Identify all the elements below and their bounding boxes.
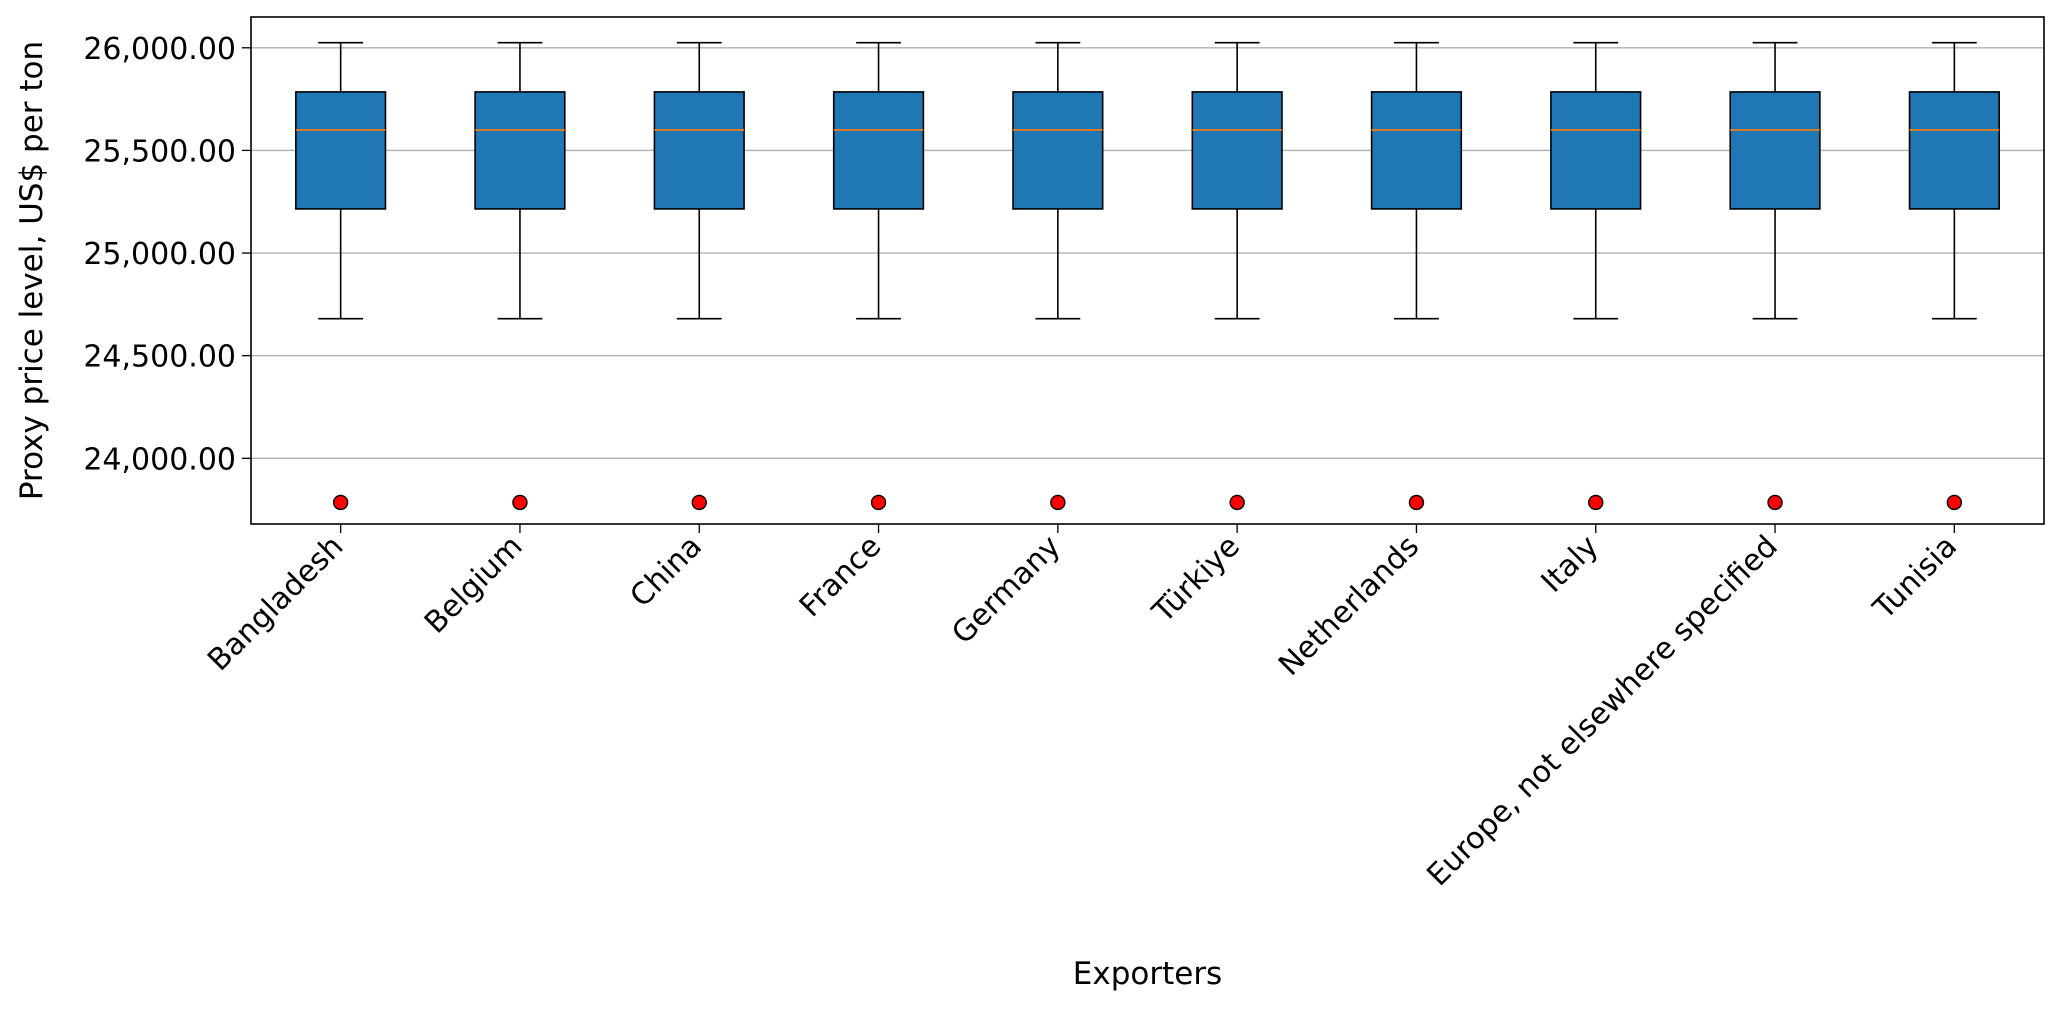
box-7: [1550, 41, 1642, 511]
box-1: [474, 41, 566, 511]
x-tick-label: Europe, not elsewhere specified: [1420, 529, 1784, 893]
y-axis-title: Proxy price level, US$ per ton: [14, 41, 50, 500]
x-tick-label: Tunisia: [1866, 529, 1964, 627]
x-tick-label: Belgium: [418, 529, 530, 641]
iqr-box: [474, 91, 566, 210]
y-tick-label: 24,500.00: [83, 340, 236, 375]
box-series: [295, 41, 2000, 511]
iqr-box: [1550, 91, 1642, 210]
iqr-box: [295, 91, 387, 210]
x-axis-title: Exporters: [1073, 956, 1222, 992]
x-tick-label: France: [793, 529, 888, 624]
y-tick-label: 24,000.00: [83, 442, 236, 477]
box-5: [1191, 41, 1283, 511]
x-tick-label: Türkiye: [1145, 529, 1246, 630]
x-axis-ticks: Bangladesh Belgium China France Germany Türki…: [201, 524, 1964, 893]
outlier-point: [1229, 494, 1245, 511]
iqr-box: [1012, 91, 1104, 210]
x-tick-label: Bangladesh: [201, 529, 350, 678]
box-2: [653, 41, 745, 511]
y-axis-ticks: 24,000.00 24,500.00 25,000.00 25,500.00 26,0…: [83, 32, 251, 477]
outlier-point: [1408, 494, 1425, 511]
iqr-box: [832, 91, 925, 210]
box-4: [1012, 41, 1104, 511]
iqr-box: [653, 91, 745, 210]
box-6: [1370, 41, 1463, 511]
x-tick-label: Germany: [945, 529, 1067, 651]
iqr-box: [1370, 91, 1463, 210]
outlier-point: [512, 494, 528, 511]
box-3: [832, 41, 925, 511]
outlier-point: [1767, 494, 1783, 511]
box-9: [1908, 41, 2000, 511]
outlier-point: [1588, 494, 1604, 511]
x-tick-label: China: [624, 529, 709, 614]
plot-area-frame: [250, 16, 2045, 525]
outlier-point: [691, 494, 707, 511]
box-0: [295, 41, 387, 511]
outlier-point: [1050, 494, 1066, 511]
y-tick-label: 25,000.00: [83, 237, 236, 272]
box-8: [1729, 41, 1821, 511]
x-tick-label: Italy: [1535, 529, 1606, 600]
y-tick-label: 25,500.00: [83, 134, 236, 169]
outlier-point: [1946, 494, 1963, 511]
iqr-box: [1191, 91, 1283, 210]
outlier-point: [870, 494, 887, 511]
iqr-box: [1908, 91, 2000, 210]
outlier-point: [332, 494, 349, 511]
y-tick-label: 26,000.00: [83, 32, 236, 67]
x-tick-label: Netherlands: [1272, 529, 1426, 683]
iqr-box: [1729, 91, 1821, 210]
